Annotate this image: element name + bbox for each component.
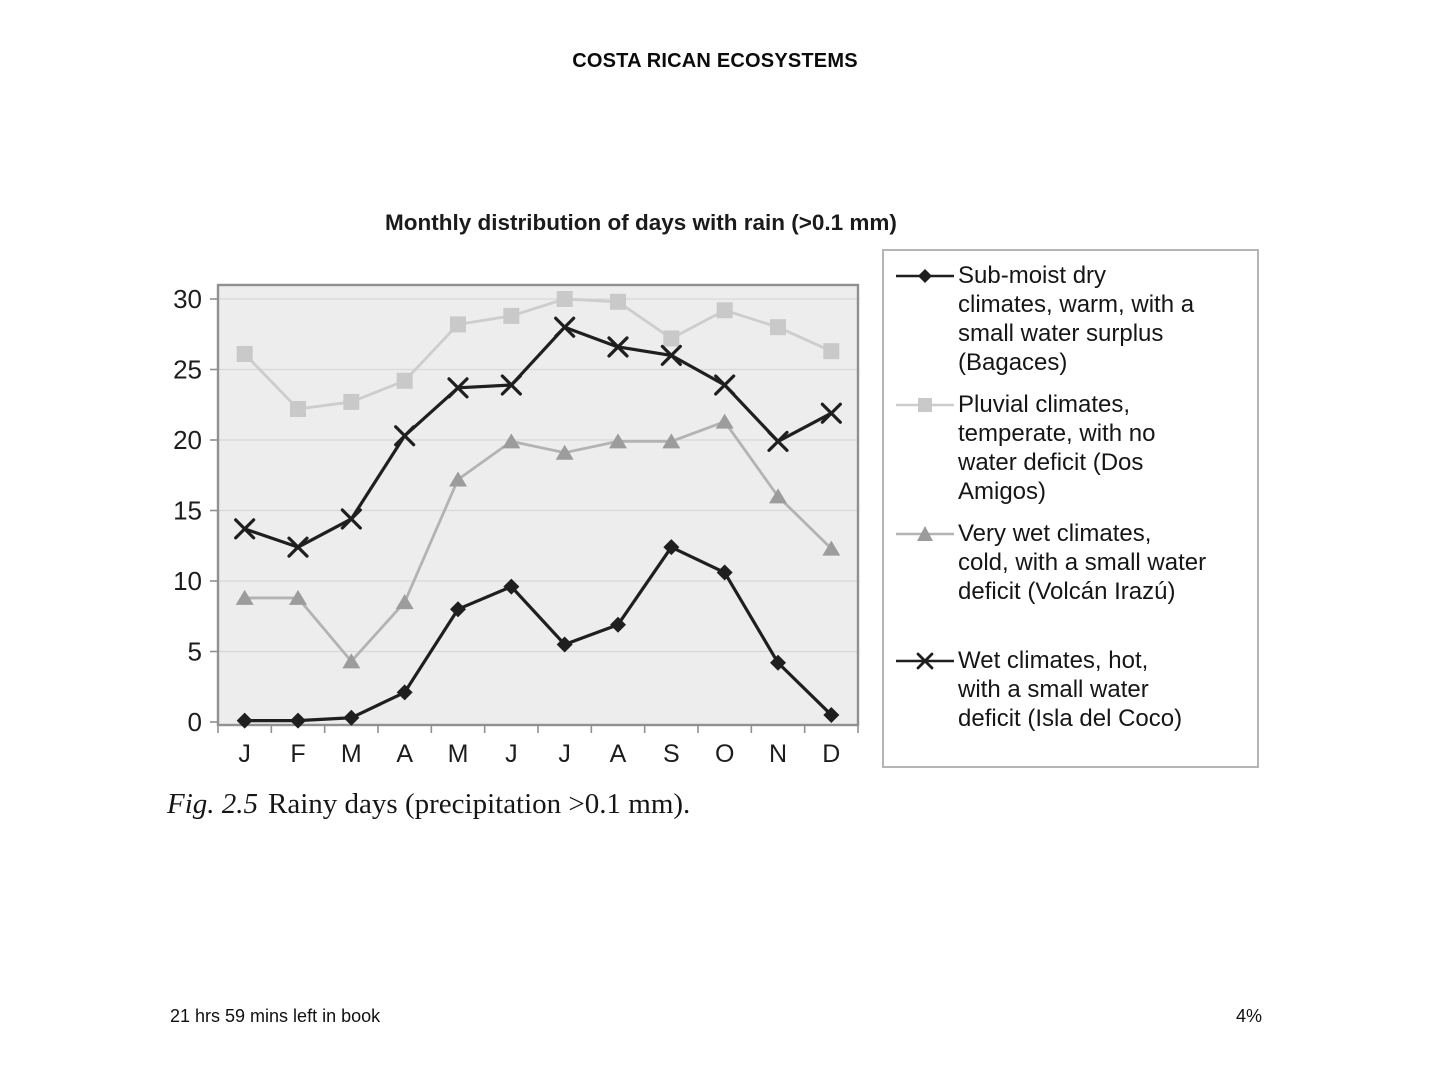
- x-marker: [554, 316, 576, 338]
- square-marker: [610, 293, 626, 310]
- legend-item-label: Wet climates, hot, with a small water defi…: [958, 647, 1183, 732]
- x-tick-label: J: [238, 740, 251, 768]
- x-tick-label: O: [715, 740, 734, 768]
- x-marker: [394, 425, 416, 447]
- triangle-marker: [609, 433, 627, 449]
- y-tick-label: 25: [173, 355, 202, 385]
- diamond-marker: [823, 706, 840, 723]
- x-marker: [234, 518, 256, 540]
- diamond-marker: [556, 636, 573, 653]
- reading-progress-percent: 4%: [1235, 1006, 1262, 1026]
- y-tick-label: 15: [173, 496, 202, 526]
- x-marker: [340, 508, 362, 530]
- figure-caption-text: Rainy days (precipitation >0.1 mm).: [268, 788, 691, 820]
- legend-item-3: Wet climates, hot, with a small water defi…: [896, 646, 1249, 733]
- square-marker: [290, 400, 306, 417]
- x-tick-label: F: [290, 740, 305, 768]
- diamond-marker: [663, 539, 680, 556]
- triangle-marker: [555, 444, 574, 460]
- x-marker: [500, 374, 522, 396]
- square-legend-marker-icon: [896, 398, 954, 412]
- series-line-2: [244, 420, 833, 663]
- x-marker: [607, 336, 629, 358]
- diamond-marker: [343, 709, 360, 726]
- legend-item-1: Pluvial climates, temperate, with no water…: [896, 390, 1249, 506]
- series-line-0: [244, 545, 833, 723]
- square-marker: [770, 319, 786, 336]
- diamond-marker: [396, 684, 413, 701]
- triangle-marker: [662, 433, 681, 449]
- diamond-marker: [716, 564, 733, 581]
- figure-chart: 0 5 10 15 20 25 30 J F M A M J J A S O N D Monthly distrib…: [165, 197, 1270, 782]
- x-tick-label: D: [822, 740, 840, 768]
- diamond-legend-marker-icon: [896, 269, 954, 283]
- y-tick-label: 10: [173, 566, 202, 596]
- x-marker: [820, 402, 842, 424]
- legend-item-label: Sub-moist dry climates, warm, with a small…: [958, 262, 1195, 376]
- triangle-legend-marker-icon: [896, 526, 954, 541]
- x-legend-marker-icon: [896, 652, 954, 670]
- legend-item-0: Sub-moist dry climates, warm, with a small…: [896, 261, 1249, 377]
- y-tick-label: 20: [173, 425, 202, 455]
- triangle-marker: [822, 540, 841, 556]
- figure-caption-label: Fig. 2.5: [167, 788, 259, 820]
- legend-item-label: Pluvial climates, temperate, with no water…: [958, 391, 1156, 505]
- x-tick-label: J: [558, 740, 571, 768]
- square-marker: [503, 307, 520, 324]
- diamond-marker: [503, 578, 520, 595]
- x-tick-label: M: [448, 740, 469, 768]
- x-marker: [714, 374, 736, 396]
- figure-caption: Fig. 2.5 Rainy days (precipitation >0.1 m…: [167, 788, 690, 821]
- rain-days-line-chart: 0 5 10 15 20 25 30 J F M A M J J A S O N D: [173, 283, 860, 768]
- square-marker: [716, 302, 733, 319]
- triangle-marker: [502, 433, 521, 449]
- diamond-marker: [236, 712, 253, 729]
- triangle-marker: [449, 471, 467, 487]
- diamond-marker: [450, 601, 466, 618]
- x-tick-label: N: [769, 740, 787, 768]
- series-line-1: [243, 297, 832, 411]
- triangle-marker: [769, 488, 787, 504]
- square-marker: [396, 372, 413, 389]
- x-marker: [287, 536, 309, 558]
- triangle-marker: [235, 589, 254, 605]
- square-marker: [236, 345, 253, 362]
- book-title-header: COSTA RICAN ECOSYSTEMS: [572, 50, 858, 72]
- y-tick-label: 30: [173, 284, 202, 314]
- triangle-marker: [395, 594, 414, 610]
- square-marker: [663, 330, 680, 347]
- plot-background: [218, 285, 858, 725]
- x-tick-label: A: [610, 740, 627, 768]
- diamond-marker: [610, 616, 626, 633]
- time-left-in-book: 21 hrs 59 mins left in book: [170, 1006, 381, 1026]
- x-marker: [447, 377, 469, 399]
- triangle-marker: [342, 653, 361, 669]
- square-marker: [556, 291, 573, 307]
- x-tick-label: A: [396, 740, 413, 768]
- triangle-marker: [289, 589, 307, 605]
- x-tick-label: S: [663, 740, 680, 768]
- chart-title: Monthly distribution of days with rain (…: [385, 210, 897, 235]
- x-marker: [767, 430, 789, 453]
- legend-item-2: Very wet climates, cold, with a small wat…: [896, 519, 1249, 606]
- x-tick-label: M: [341, 740, 362, 768]
- y-tick-label: 5: [188, 637, 202, 667]
- square-marker: [823, 343, 840, 360]
- chart-legend: Sub-moist dry climates, warm, with a small…: [882, 249, 1259, 768]
- diamond-marker: [290, 712, 306, 729]
- diamond-marker: [770, 654, 786, 671]
- y-tick-label: 0: [188, 707, 202, 737]
- x-tick-label: J: [505, 740, 518, 768]
- square-marker: [450, 316, 466, 333]
- legend-item-label: Very wet climates, cold, with a small wat…: [958, 520, 1207, 605]
- triangle-marker: [715, 413, 734, 429]
- x-marker: [660, 344, 682, 366]
- square-marker: [343, 393, 360, 410]
